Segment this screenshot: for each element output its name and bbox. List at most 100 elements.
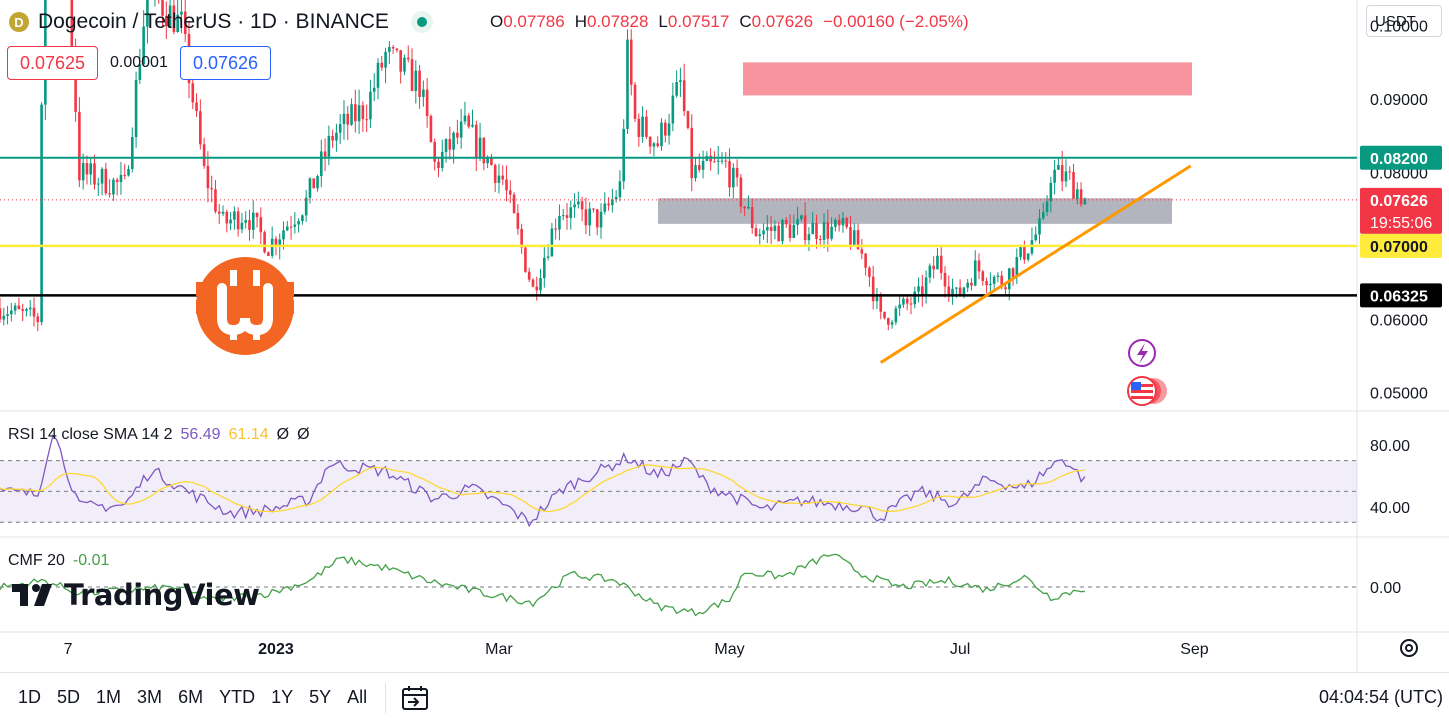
candle-body xyxy=(210,188,213,190)
candle-body xyxy=(406,57,410,60)
candle-body xyxy=(369,91,372,120)
candle-body xyxy=(932,265,935,270)
candle-body xyxy=(611,199,614,206)
candle-body xyxy=(811,222,814,235)
range-5y[interactable]: 5Y xyxy=(309,687,332,707)
rsi-extra2: Ø xyxy=(297,426,310,443)
candle-body xyxy=(573,204,576,208)
range-1m[interactable]: 1M xyxy=(96,687,122,707)
candle-body xyxy=(766,227,769,231)
candle-body xyxy=(452,132,455,150)
candle-body xyxy=(845,218,849,227)
range-all[interactable]: All xyxy=(347,687,368,707)
tradingview-logo[interactable]: TradingView xyxy=(12,578,260,612)
candle-body xyxy=(750,207,754,229)
candle-body xyxy=(467,115,471,127)
candle-body xyxy=(1060,165,1064,182)
currency-select[interactable]: USDT xyxy=(1366,5,1442,37)
candle-body xyxy=(690,127,694,179)
bitcoin-w-logo xyxy=(196,257,294,355)
time-tick-label: 2023 xyxy=(258,641,294,658)
candle-body xyxy=(924,277,928,297)
range-3m[interactable]: 3M xyxy=(137,687,163,707)
candle-body xyxy=(138,64,142,80)
utc-clock[interactable]: 04:04:54 (UTC) xyxy=(1318,687,1443,707)
candle-body xyxy=(743,206,746,209)
candle-body xyxy=(1026,253,1030,260)
candle-body xyxy=(1004,287,1007,290)
candle-body xyxy=(1007,268,1011,290)
candle-body xyxy=(584,209,588,226)
candle-body xyxy=(448,139,452,150)
candle-body xyxy=(28,307,32,310)
candle-body xyxy=(977,260,981,272)
currency-label: USDT xyxy=(1375,12,1416,30)
range-1d[interactable]: 1D xyxy=(18,687,42,707)
candle-body xyxy=(297,221,300,225)
candle-body xyxy=(486,157,489,164)
candle-body xyxy=(267,252,270,256)
sell-button[interactable]: 0.07625 xyxy=(7,46,98,80)
candle-body xyxy=(395,48,399,51)
goto-date-icon[interactable] xyxy=(400,685,430,711)
range-ytd[interactable]: YTD xyxy=(219,687,256,707)
candle-body xyxy=(229,219,232,224)
settings-gear-icon[interactable] xyxy=(1400,639,1418,657)
candle-body xyxy=(320,151,323,177)
candle-body xyxy=(316,176,319,189)
rsi-legend[interactable]: RSI 14 close SMA 14 2 56.49 61.14 Ø Ø xyxy=(8,426,310,444)
candle-body xyxy=(595,209,599,228)
candle-body xyxy=(905,298,909,304)
candle-body xyxy=(36,316,40,323)
candle-body xyxy=(180,11,183,15)
range-5d[interactable]: 5D xyxy=(57,687,81,707)
candle-body xyxy=(191,83,195,103)
candle-body xyxy=(629,39,633,85)
candle-body xyxy=(739,177,743,207)
candle-body xyxy=(463,115,467,122)
candle-body xyxy=(652,143,656,147)
ohlc-close: C0.07626 xyxy=(739,12,814,31)
svg-text:D: D xyxy=(14,15,23,30)
candle-body xyxy=(788,224,792,238)
buy-button[interactable]: 0.07626 xyxy=(180,46,271,80)
candle-body xyxy=(357,105,361,122)
candle-body xyxy=(482,137,486,164)
candle-body xyxy=(93,163,96,185)
cmf-legend[interactable]: CMF 20 -0.01 xyxy=(8,552,109,570)
candle-body xyxy=(17,305,21,310)
candle-body xyxy=(565,215,569,218)
candle-body xyxy=(354,104,357,122)
us-flag-event-icon[interactable] xyxy=(1127,376,1167,406)
price-tick-label: 0.05000 xyxy=(1370,386,1428,403)
candle-body xyxy=(887,318,890,325)
cmf-value: -0.01 xyxy=(72,552,110,569)
candle-body xyxy=(403,57,406,72)
candle-body xyxy=(123,174,127,176)
candle-body xyxy=(890,322,894,325)
candle-body xyxy=(217,211,221,214)
candle-body xyxy=(274,238,278,247)
candle-body xyxy=(1034,234,1038,241)
range-6m[interactable]: 6M xyxy=(178,687,204,707)
candle-body xyxy=(728,161,731,188)
rsi-pane: 80.00 40.00 xyxy=(0,434,1410,528)
candle-body xyxy=(527,271,531,280)
candle-body xyxy=(852,230,856,246)
candle-body xyxy=(312,178,316,189)
candle-body xyxy=(841,218,845,226)
lightning-event-icon[interactable] xyxy=(1128,339,1156,367)
candle-body xyxy=(388,47,391,52)
range-1y[interactable]: 1Y xyxy=(271,687,294,707)
candle-body xyxy=(25,309,28,311)
candle-body xyxy=(327,135,331,157)
rsi-tick-label: 40.00 xyxy=(1370,500,1410,517)
candle-body xyxy=(512,194,516,213)
symbol-title[interactable]: Dogecoin / TetherUS · 1D · BINANCE xyxy=(38,10,389,33)
candle-body xyxy=(255,212,259,218)
candle-body xyxy=(868,267,871,277)
candle-body xyxy=(244,220,247,223)
candle-body xyxy=(40,104,43,323)
candle-body xyxy=(1083,198,1087,205)
